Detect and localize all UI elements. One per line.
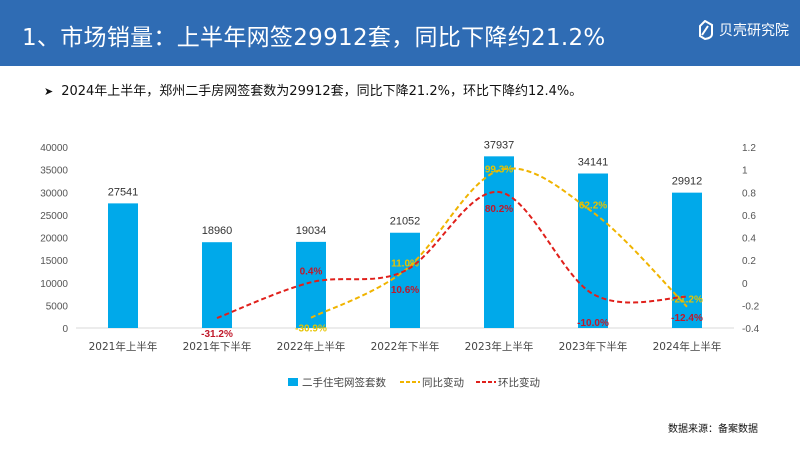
summary-text: 2024年上半年，郑州二手房网签套数为29912套，同比下降21.2%，环比下降… [61,84,583,99]
legend-label: 二手住宅网签套数 [302,376,386,389]
line-data-label: -31.2% [201,329,233,340]
y-left-tick: 35000 [40,166,68,177]
slide-title: 1、市场销量：上半年网签29912套，同比下降约21.2% [22,25,606,51]
line-data-label: 62.2% [579,200,607,211]
x-tick-label: 2024年上半年 [653,340,722,353]
x-tick-label: 2022年下半年 [371,340,440,353]
x-tick-label: 2021年上半年 [89,340,158,353]
line-data-label: 0.4% [300,266,323,277]
bar-label: 18960 [202,225,233,237]
x-tick-label: 2022年上半年 [277,340,346,353]
y-left-tick: 25000 [40,211,68,222]
bar-label: 19034 [296,225,327,237]
y-right-tick: -0.2 [742,301,760,312]
brand-logo: 贝壳研究院 [696,20,789,40]
y-right-tick: 1 [742,166,748,177]
y-right-tick: 0.4 [742,234,756,245]
y-left-tick: 0 [62,324,68,335]
bar [108,203,138,328]
line-data-label: 11.0% [391,258,419,269]
line-data-label: -21.2% [671,295,703,306]
bar [202,242,232,328]
y-left-tick: 10000 [40,279,68,290]
bar-label: 34141 [578,157,609,169]
bar [578,173,608,328]
y-left-tick: 40000 [40,143,68,154]
line-data-label: 99.3% [485,164,513,175]
y-left-tick: 5000 [46,301,69,312]
x-tick-label: 2023年上半年 [465,340,534,353]
bar [484,156,514,328]
y-right-tick: -0.4 [742,324,760,335]
bar-label: 37937 [484,139,515,151]
bar [390,232,420,328]
logo-icon [699,20,713,40]
line-data-label: 80.2% [485,204,513,215]
bar-label: 21052 [390,216,421,228]
bar [672,192,702,328]
y-right-tick: 1.2 [742,143,756,154]
slide-header: 1、市场销量：上半年网签29912套，同比下降约21.2% 贝壳研究院 [0,0,800,66]
y-right-tick: 0.8 [742,188,756,199]
y-right-tick: 0.6 [742,211,756,222]
line-data-label: 10.6% [391,285,419,296]
bar-label: 27541 [108,186,139,198]
sales-chart: 0 5000 10000 15000 20000 25000 30000 35000 40000… [40,139,760,389]
legend-swatch [288,378,298,386]
line-yoy [310,167,688,319]
y-right-tick: 0 [742,279,748,290]
summary-bullet: ➤ 2024年上半年，郑州二手房网签套数为29912套，同比下降21.2%，环比下… [44,80,582,99]
data-source: 数据来源：备案数据 [668,424,758,435]
x-tick-label: 2021年下半年 [183,340,252,353]
logo-text: 贝壳研究院 [719,23,789,39]
y-left-tick: 20000 [40,234,68,245]
y-left-tick: 30000 [40,188,68,199]
line-data-label: -12.4% [671,313,703,324]
line-mom [216,191,688,319]
bar-label: 29912 [672,176,703,188]
x-tick-label: 2023年下半年 [559,340,628,353]
legend-label: 环比变动 [498,376,540,389]
arrow-right-icon: ➤ [44,85,54,98]
legend-label: 同比变动 [422,376,464,389]
line-data-label: -30.9% [295,324,327,335]
y-left-tick: 15000 [40,256,68,267]
y-right-tick: 0.2 [742,256,756,267]
line-data-label: -10.0% [577,318,609,329]
